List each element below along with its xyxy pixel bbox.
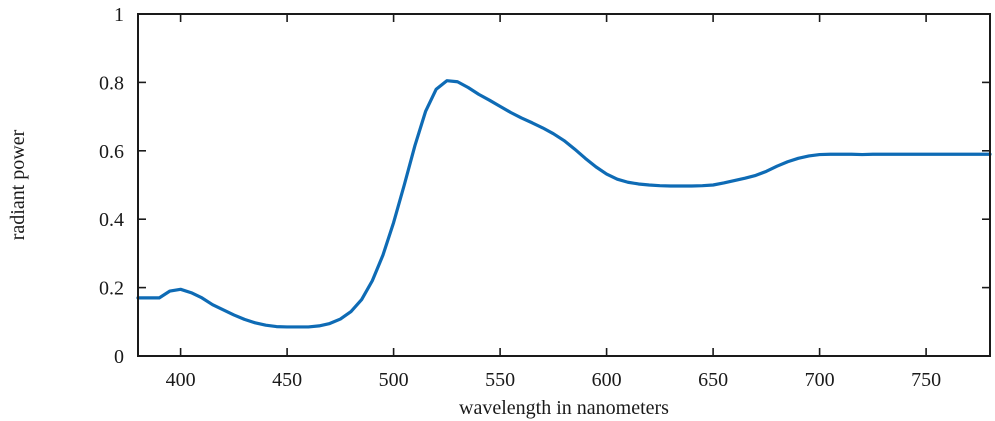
series-line: [136, 79, 992, 329]
y-axis-label: radiant power: [7, 129, 29, 240]
y-tick-label: 0.4: [99, 209, 124, 231]
y-tick-label: 0.8: [99, 72, 124, 94]
x-tick-label: 500: [379, 369, 409, 391]
plot-frame: [137, 13, 991, 357]
y-tick-label: 0.6: [99, 141, 124, 163]
y-tick-label: 0: [114, 346, 124, 368]
x-tick-label: 550: [485, 369, 515, 391]
x-axis-label: wavelength in nanometers: [459, 397, 669, 419]
x-tick-label: 450: [272, 369, 302, 391]
y-tick-label: 1: [114, 4, 124, 26]
plot-area: [136, 79, 992, 329]
x-tick-label: 650: [698, 369, 728, 391]
y-axis: 0 0.2 0.4 0.6 0.8 1: [99, 4, 990, 368]
x-tick-label: 400: [166, 369, 196, 391]
x-tick-label: 600: [592, 369, 622, 391]
y-tick-label: 0.2: [99, 278, 124, 300]
x-tick-label: 700: [805, 369, 835, 391]
x-axis: 400 450 500 550 600 650 700 750: [166, 14, 941, 391]
x-tick-label: 750: [911, 369, 941, 391]
